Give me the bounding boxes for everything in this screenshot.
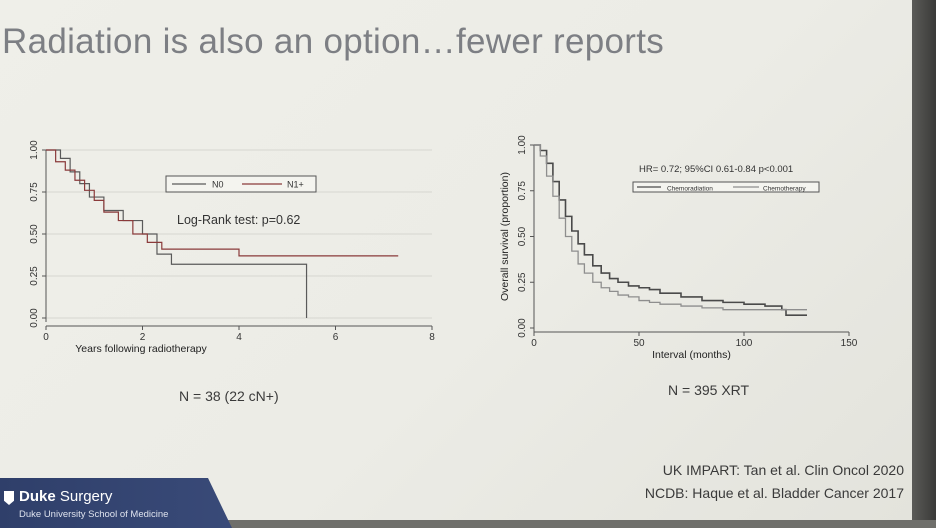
duke-shield-icon	[4, 491, 14, 505]
legend-label-0: Chemoradiation	[667, 186, 713, 193]
y-tick-label-3: 0.75	[517, 181, 528, 201]
legend-box	[165, 175, 317, 193]
footer-brand-rest: Surgery	[55, 488, 113, 505]
screen-bottom-edge	[0, 520, 936, 528]
x-tick-label-3: 150	[841, 338, 858, 349]
x-tick-label-0: 0	[531, 338, 537, 349]
y-axis-label: Overall survival (proportion)	[499, 172, 511, 301]
y-tick-label-3: 0.75	[29, 182, 40, 202]
series-line-n1-	[46, 149, 399, 257]
legend-label-1: Chemotherapy	[763, 186, 806, 193]
slide-title: Radiation is also an option…fewer report…	[2, 22, 665, 61]
legend-box	[632, 181, 820, 193]
reference-ncdb: NCDB: Haque et al. Bladder Cancer 2017	[644, 485, 904, 501]
screen-edge	[912, 0, 936, 528]
x-tick-label-1: 50	[633, 338, 645, 349]
legend-label-0: N0	[212, 180, 224, 190]
y-tick-label-1: 0.25	[517, 272, 528, 292]
x-tick-label-3: 6	[333, 332, 339, 343]
footer-band	[0, 478, 232, 528]
x-tick-label-2: 100	[736, 338, 753, 349]
y-tick-label-2: 0.50	[29, 224, 40, 244]
x-tick-label-4: 8	[429, 332, 435, 343]
right-chart-caption: N = 395 XRT	[668, 382, 750, 398]
chart-annotation: Log-Rank test: p=0.62	[177, 213, 300, 227]
chart-annotation: HR= 0.72; 95%CI 0.61-0.84 p<0.001	[639, 164, 793, 175]
x-tick-label-2: 4	[236, 332, 242, 343]
footer-brand-bold: Duke	[19, 488, 56, 505]
slide: Radiation is also an option…fewer report…	[0, 0, 912, 520]
left-chart-caption: N = 38 (22 cN+)	[179, 388, 279, 404]
y-tick-label-0: 0.00	[29, 308, 40, 328]
reference-uk-impart: UK IMPART: Tan et al. Clin Oncol 2020	[662, 462, 904, 478]
y-tick-label-1: 0.25	[29, 266, 40, 286]
x-tick-label-0: 0	[43, 332, 49, 343]
y-tick-label-4: 1.00	[29, 140, 40, 160]
footer-brand: Duke Surgery	[19, 488, 112, 505]
footer-institution: Duke University School of Medicine	[19, 509, 169, 520]
y-tick-label-2: 0.50	[517, 226, 528, 246]
series-line-chemotherapy	[534, 144, 807, 311]
legend-label-1: N1+	[287, 180, 304, 190]
x-axis-label: Years following radiotherapy	[75, 343, 207, 355]
km-chart-left: 0.00 0.25 0.50 0.75 1.00 0 2 4 6 8 Years following…	[29, 140, 435, 355]
y-tick-label-4: 1.00	[517, 135, 528, 155]
y-tick-label-0: 0.00	[517, 318, 528, 338]
x-tick-label-1: 2	[140, 332, 146, 343]
km-chart-right: 0.00 0.25 0.50 0.75 1.00 0 50 100 150 Interval (m…	[499, 135, 858, 361]
x-axis-label: Interval (months)	[652, 349, 731, 361]
